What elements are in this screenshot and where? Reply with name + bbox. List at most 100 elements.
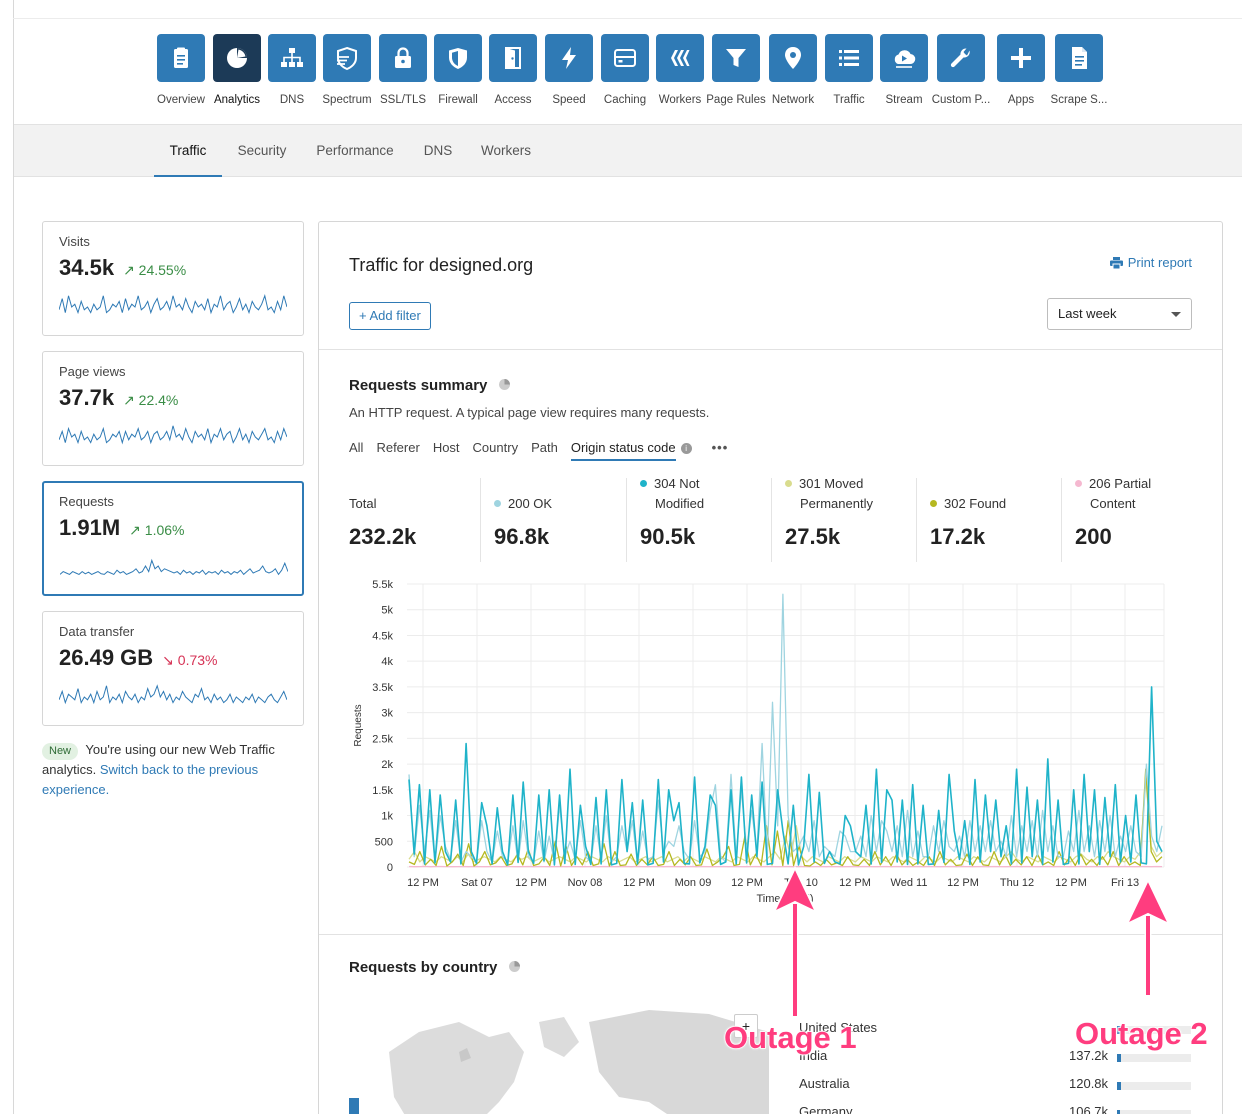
- filter-tab-all[interactable]: All: [349, 440, 364, 455]
- country-name: Australia: [799, 1076, 850, 1091]
- nav-network[interactable]: Network: [749, 34, 837, 114]
- chevron-down-icon: [1171, 312, 1181, 317]
- country-row[interactable]: United States: [799, 1020, 1191, 1040]
- summary-stat[interactable]: 206 Partial Content 200: [1075, 474, 1210, 562]
- nav-overview[interactable]: Overview: [137, 34, 225, 114]
- summary-stat[interactable]: 304 Not Modified 90.5k: [640, 474, 775, 562]
- world-map[interactable]: [349, 1002, 769, 1114]
- filter-tab-host[interactable]: Host: [432, 440, 460, 455]
- nav-apps[interactable]: Apps: [977, 34, 1065, 114]
- workers-icon: [656, 34, 704, 82]
- summary-stat[interactable]: 302 Found 17.2k: [930, 474, 1065, 562]
- stat-card-requests[interactable]: Requests 1.91M ↗ 1.06%: [42, 481, 304, 596]
- stat-delta: ↗ 1.06%: [129, 522, 185, 538]
- nav-caching[interactable]: Caching: [581, 34, 669, 114]
- y-tick-label: 1k: [381, 811, 393, 823]
- tab-security[interactable]: Security: [237, 143, 287, 158]
- nav-label: Analytics: [213, 94, 261, 106]
- column-separator: [626, 478, 627, 562]
- sub-tabs-bar: Traffic Security Performance DNS Workers: [14, 124, 1242, 177]
- new-analytics-note: New You're using our new Web Traffic ana…: [42, 740, 292, 800]
- tab-performance[interactable]: Performance: [316, 143, 394, 158]
- column-separator: [1061, 478, 1062, 562]
- country-share-bar: [1117, 1054, 1191, 1062]
- server-drive-icon: [601, 34, 649, 82]
- y-tick-label: 3.5k: [372, 682, 393, 694]
- nav-ssl-tls[interactable]: SSL/TLS: [359, 34, 447, 114]
- stat-value: 37.7k: [59, 385, 115, 410]
- x-tick-label: 12 PM: [947, 877, 979, 889]
- nav-spectrum[interactable]: Spectrum: [303, 34, 391, 114]
- nav-stream[interactable]: Stream: [860, 34, 948, 114]
- nav-scrape-s[interactable]: Scrape S...: [1035, 34, 1123, 114]
- x-tick-label: 12 PM: [839, 877, 871, 889]
- print-report-link[interactable]: Print report: [1109, 255, 1192, 270]
- nav-access[interactable]: Access: [469, 34, 557, 114]
- map-zoom-in-button[interactable]: +: [734, 1014, 758, 1038]
- filter-tab-path[interactable]: Path: [531, 440, 558, 455]
- nav-custom-p[interactable]: Custom P...: [917, 34, 1005, 114]
- switch-back-link[interactable]: Switch back to the previous experience.: [42, 762, 259, 797]
- outage-1-label: Outage 1: [723, 1019, 857, 1056]
- nav-label: Traffic: [833, 94, 865, 106]
- shield-icon: [434, 34, 482, 82]
- summary-stat[interactable]: 200 OK 96.8k: [494, 474, 629, 562]
- x-tick-label: Tue 10: [784, 877, 818, 889]
- pie-chart-icon: [213, 34, 261, 82]
- y-tick-label: 500: [375, 836, 393, 848]
- x-tick-label: Nov 08: [568, 877, 603, 889]
- nav-analytics[interactable]: Analytics: [193, 34, 281, 114]
- more-options-icon[interactable]: •••: [711, 440, 729, 455]
- requests-line-chart[interactable]: 0 500 1k 1.5k 2k 2.5k 3k 3.5k 4k 4.5k 5k 5.5k 12 PM S…: [319, 222, 1224, 922]
- tab-traffic[interactable]: Traffic: [154, 125, 222, 177]
- stat-label: Visits: [59, 234, 90, 249]
- filter-tab-country[interactable]: Country: [472, 440, 519, 455]
- nav-speed[interactable]: Speed: [525, 34, 613, 114]
- country-row[interactable]: Germany 106.7k: [799, 1104, 1191, 1114]
- x-tick-label: 12 PM: [515, 877, 547, 889]
- tab-dns[interactable]: DNS: [423, 143, 453, 158]
- y-tick-label: 0: [387, 862, 393, 874]
- y-tick-label: 4.5k: [372, 630, 393, 642]
- nav-label: Custom P...: [931, 94, 991, 106]
- stat-value: 1.91M: [59, 515, 121, 540]
- stat-card-page-views[interactable]: Page views 37.7k ↗ 22.4%: [42, 351, 304, 466]
- info-icon[interactable]: i: [680, 443, 692, 454]
- top-border: [13, 18, 1242, 19]
- nav-label: Spectrum: [322, 94, 372, 106]
- stat-value: 34.5k: [59, 255, 115, 280]
- x-tick-label: 12 PM: [1055, 877, 1087, 889]
- x-tick-label: 12 PM: [731, 877, 763, 889]
- country-value: 106.7k: [1069, 1104, 1109, 1114]
- nav-workers[interactable]: Workers: [636, 34, 724, 114]
- country-row[interactable]: India 137.2k: [799, 1048, 1191, 1068]
- filter-tab-referer[interactable]: Referer: [376, 440, 420, 455]
- nav-label: Caching: [603, 94, 647, 106]
- country-row[interactable]: Australia 120.8k: [799, 1076, 1191, 1096]
- note-text: You're using our new Web Traffic analyti…: [42, 742, 275, 777]
- x-tick-label: Wed 11: [891, 877, 928, 889]
- stat-card-data-transfer[interactable]: Data transfer 26.49 GB ↘ 0.73%: [42, 611, 304, 726]
- nav-firewall[interactable]: Firewall: [414, 34, 502, 114]
- nav-dns[interactable]: DNS: [248, 34, 336, 114]
- summary-stat-value: 200: [1075, 524, 1112, 549]
- tab-workers[interactable]: Workers: [480, 143, 531, 158]
- pie-info-icon: [498, 379, 510, 390]
- filter-tab-origin-status-code[interactable]: Origin status code: [570, 440, 676, 461]
- time-range-select[interactable]: Last week: [1047, 298, 1192, 330]
- y-tick-label: 5k: [381, 605, 393, 617]
- nav-page-rules[interactable]: Page Rules: [692, 34, 780, 114]
- clipboard-icon: [157, 34, 205, 82]
- y-tick-label: 4k: [381, 656, 393, 668]
- country-name: Germany: [799, 1104, 853, 1114]
- y-axis-label: Requests: [353, 704, 364, 746]
- summary-stat-value: 96.8k: [494, 524, 550, 549]
- x-tick-label: 12 PM: [407, 877, 439, 889]
- summary-stat[interactable]: 301 Moved Permanently 27.5k: [785, 474, 920, 562]
- summary-stat-label: 206 Partial Content: [1075, 474, 1151, 514]
- column-separator: [916, 478, 917, 562]
- nav-label: Firewall: [438, 94, 478, 106]
- stat-card-visits[interactable]: Visits 34.5k ↗ 24.55%: [42, 221, 304, 336]
- add-filter-button[interactable]: + Add filter: [349, 302, 431, 330]
- nav-traffic[interactable]: Traffic: [805, 34, 893, 114]
